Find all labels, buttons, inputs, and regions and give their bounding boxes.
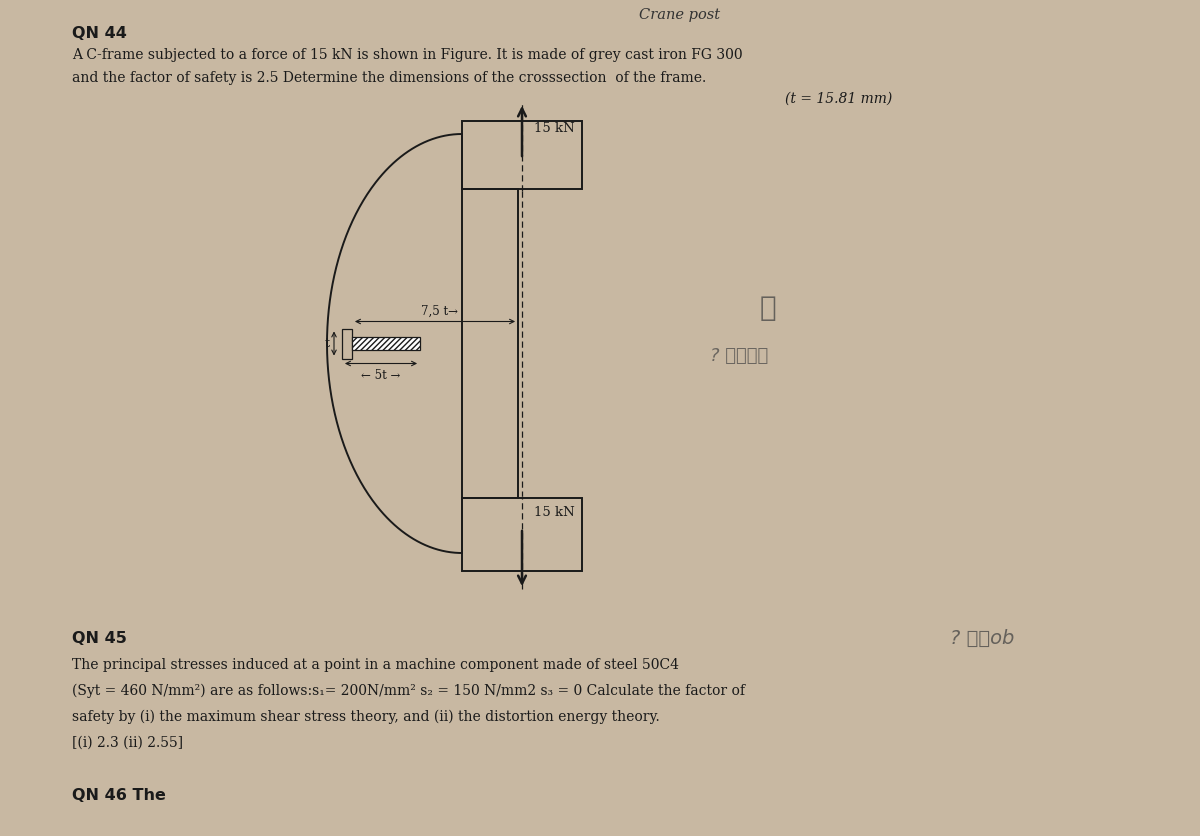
Text: ← 5t →: ← 5t → bbox=[361, 370, 401, 383]
Text: 15 kN: 15 kN bbox=[534, 507, 575, 519]
Bar bbox=[462, 189, 518, 498]
Text: t: t bbox=[324, 337, 330, 350]
Text: [(i) 2.3 (ii) 2.55]: [(i) 2.3 (ii) 2.55] bbox=[72, 736, 184, 750]
Text: ? ۲۵ob: ? ۲۵ob bbox=[950, 629, 1014, 648]
Text: (t = 15.81 mm): (t = 15.81 mm) bbox=[785, 92, 893, 106]
Bar bbox=[342, 329, 352, 359]
Bar bbox=[462, 121, 582, 189]
Text: The principal stresses induced at a point in a machine component made of steel 5: The principal stresses induced at a poin… bbox=[72, 658, 679, 672]
Text: 7,5 t→: 7,5 t→ bbox=[421, 304, 458, 318]
Text: ل: ل bbox=[760, 294, 776, 322]
Bar bbox=[352, 337, 420, 350]
Text: safety by (i) the maximum shear stress theory, and (ii) the distortion energy th: safety by (i) the maximum shear stress t… bbox=[72, 710, 660, 724]
Text: (Syt = 460 N/mm²) are as follows:s₁= 200N/mm² s₂ = 150 N/mm2 s₃ = 0 Calculate th: (Syt = 460 N/mm²) are as follows:s₁= 200… bbox=[72, 684, 745, 698]
Text: and the factor of safety is 2.5 Determine the dimensions of the crosssection  of: and the factor of safety is 2.5 Determin… bbox=[72, 71, 707, 85]
Text: A C-frame subjected to a force of 15 kN is shown in Figure. It is made of grey c: A C-frame subjected to a force of 15 kN … bbox=[72, 48, 743, 62]
Text: QN 45: QN 45 bbox=[72, 631, 127, 646]
Text: Crane post: Crane post bbox=[640, 8, 720, 22]
Bar bbox=[462, 498, 582, 571]
Text: QN 44: QN 44 bbox=[72, 26, 127, 41]
Text: 15 kN: 15 kN bbox=[534, 123, 575, 135]
Text: ? طوره: ? طوره bbox=[710, 347, 768, 365]
Text: QN 46 The: QN 46 The bbox=[72, 788, 166, 803]
